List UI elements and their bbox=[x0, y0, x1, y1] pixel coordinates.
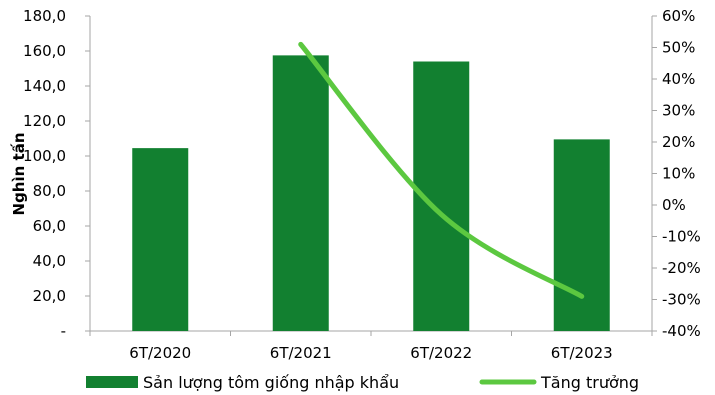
legend-bar-label: Sản lượng tôm giống nhập khẩu bbox=[143, 373, 399, 392]
right-axis-tick-label: 0% bbox=[662, 196, 686, 214]
right-axis-tick-label: -10% bbox=[662, 228, 701, 246]
y-axis-title: Nghìn tấn bbox=[10, 133, 28, 216]
x-axis-tick-label: 6T/2022 bbox=[410, 344, 472, 362]
axes: - 20,0 40,0 60,0 80,0 100,0 120,0 140,0 160,0 180… bbox=[10, 7, 701, 362]
left-axis-tick-label: 140,0 bbox=[23, 77, 66, 95]
bar bbox=[553, 139, 610, 331]
x-axis-tick-label: 6T/2023 bbox=[551, 344, 613, 362]
bar-series bbox=[132, 55, 610, 331]
right-axis-tick-label: 40% bbox=[662, 70, 695, 88]
x-axis-tick-label: 6T/2021 bbox=[270, 344, 332, 362]
right-axis-tick-label: 30% bbox=[662, 102, 695, 120]
left-axis-tick-label: 160,0 bbox=[23, 42, 66, 60]
left-axis-tick-label: 60,0 bbox=[33, 217, 66, 235]
left-axis-tick-label: 100,0 bbox=[23, 147, 66, 165]
bar bbox=[272, 55, 329, 331]
left-axis-tick-label: - bbox=[61, 322, 66, 340]
left-axis-tick-label: 20,0 bbox=[33, 287, 66, 305]
bar bbox=[132, 148, 189, 331]
right-axis-tick-label: 50% bbox=[662, 39, 695, 57]
x-axis-tick-label: 6T/2020 bbox=[129, 344, 191, 362]
right-axis-tick-label: 60% bbox=[662, 7, 695, 25]
right-axis-tick-label: -40% bbox=[662, 322, 701, 340]
right-axis-tick-label: -20% bbox=[662, 259, 701, 277]
right-axis-tick-label: 10% bbox=[662, 165, 695, 183]
left-axis-tick-label: 180,0 bbox=[23, 7, 66, 25]
right-axis-tick-label: 20% bbox=[662, 133, 695, 151]
legend-line-label: Tăng trưởng bbox=[540, 373, 639, 392]
left-axis-tick-label: 120,0 bbox=[23, 112, 66, 130]
right-axis-tick-label: -30% bbox=[662, 291, 701, 309]
line-series bbox=[298, 41, 585, 299]
growth-line bbox=[298, 41, 585, 299]
left-axis-tick-label: 80,0 bbox=[33, 182, 66, 200]
legend-bar-swatch bbox=[86, 376, 138, 388]
left-axis-tick-label: 40,0 bbox=[33, 252, 66, 270]
legend: Sản lượng tôm giống nhập khẩu Tăng trưởng bbox=[86, 373, 639, 392]
